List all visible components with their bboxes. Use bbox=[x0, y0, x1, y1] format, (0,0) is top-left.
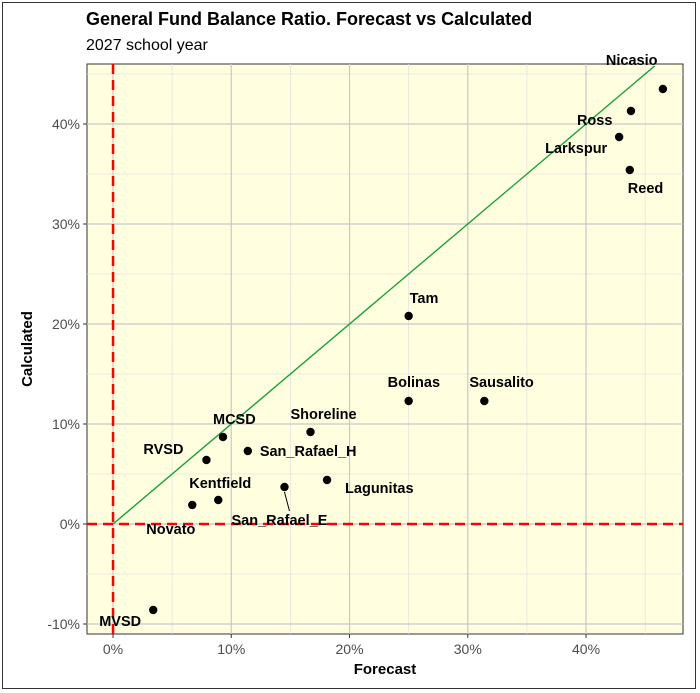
plot-panel bbox=[86, 63, 684, 635]
y-tick-label: -10% bbox=[47, 616, 80, 632]
y-tick-label: 0% bbox=[60, 516, 80, 532]
x-tick-label: 20% bbox=[336, 641, 364, 657]
label-leader-line bbox=[284, 491, 290, 512]
x-tick-label: 0% bbox=[103, 641, 123, 657]
data-point bbox=[214, 495, 223, 505]
x-tick-label: 30% bbox=[454, 641, 482, 657]
data-point bbox=[658, 84, 668, 94]
point-label: Lagunitas bbox=[345, 481, 413, 497]
point-label: Novato bbox=[146, 522, 195, 538]
point-label: Larkspur bbox=[545, 141, 607, 157]
data-point bbox=[280, 482, 289, 492]
y-tick-label: 20% bbox=[52, 316, 80, 332]
point-label: Bolinas bbox=[388, 375, 440, 391]
data-point bbox=[149, 605, 158, 615]
point-label: Tam bbox=[410, 291, 439, 307]
point-label: RVSD bbox=[143, 442, 183, 458]
x-tick-label: 40% bbox=[572, 641, 600, 657]
data-point bbox=[404, 311, 413, 321]
data-point bbox=[626, 106, 636, 116]
point-label: Reed bbox=[628, 181, 663, 197]
x-tick-label: 10% bbox=[217, 641, 245, 657]
data-point bbox=[243, 446, 253, 456]
data-point bbox=[625, 165, 634, 175]
data-point bbox=[480, 396, 489, 406]
point-label: Ross bbox=[577, 113, 612, 129]
point-label: MVSD bbox=[99, 614, 141, 630]
x-axis-title: Forecast bbox=[354, 661, 417, 678]
point-label: Nicasio bbox=[606, 53, 658, 69]
point-label: MCSD bbox=[213, 412, 256, 428]
y-tick-label: 10% bbox=[52, 416, 80, 432]
data-point bbox=[614, 132, 624, 142]
data-point bbox=[322, 475, 332, 485]
data-point bbox=[202, 455, 211, 465]
data-point bbox=[218, 432, 228, 442]
point-label: San_Rafael_H bbox=[260, 444, 357, 460]
data-point bbox=[404, 396, 413, 406]
point-label: Shoreline bbox=[291, 407, 357, 423]
point-label: San_Rafael_E bbox=[231, 513, 327, 529]
data-point bbox=[306, 427, 315, 437]
y-axis-title: Calculated bbox=[19, 311, 36, 387]
chart-title: General Fund Balance Ratio. Forecast vs … bbox=[86, 9, 533, 29]
data-point bbox=[188, 500, 197, 510]
point-label: Sausalito bbox=[469, 375, 534, 391]
y-tick-label: 40% bbox=[52, 116, 80, 132]
chart-subtitle: 2027 school year bbox=[86, 37, 208, 54]
y-tick-label: 30% bbox=[52, 216, 80, 232]
reference-line bbox=[112, 65, 656, 525]
point-label: Kentfield bbox=[189, 476, 251, 492]
